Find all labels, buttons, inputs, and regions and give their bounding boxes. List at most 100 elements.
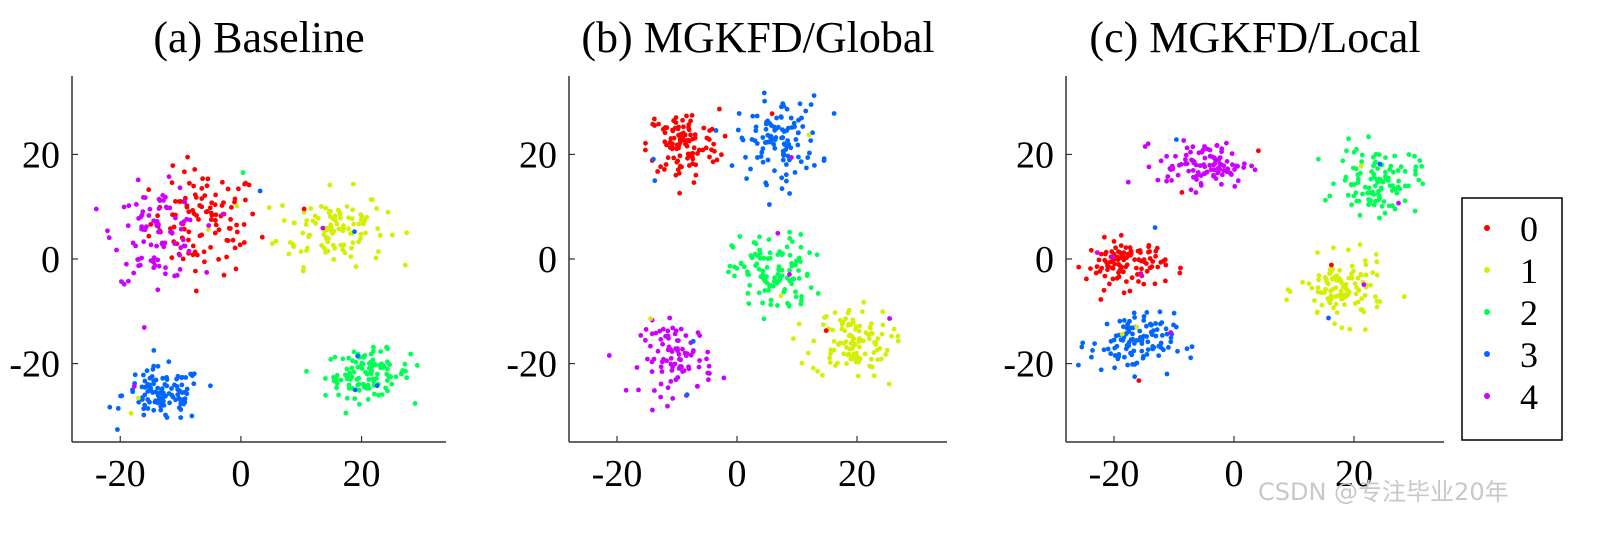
point-class-0: [209, 200, 215, 206]
point-class-4: [690, 349, 696, 355]
point-class-3: [1184, 346, 1190, 352]
point-class-0: [216, 227, 222, 233]
point-class-2: [1357, 212, 1363, 218]
point-class-4: [1197, 163, 1203, 169]
point-class-0: [1110, 259, 1116, 264]
point-class-0: [1163, 278, 1168, 284]
point-class-1: [350, 181, 356, 187]
point-class-4: [1173, 153, 1178, 159]
point-class-2: [1413, 168, 1418, 174]
point-class-0: [676, 145, 681, 151]
point-class-0: [236, 186, 241, 192]
point-class-0: [1329, 262, 1334, 268]
point-class-3: [1104, 321, 1110, 327]
point-class-3: [761, 90, 767, 96]
point-class-0: [717, 106, 722, 112]
point-class-0: [1110, 276, 1116, 282]
point-class-0: [643, 147, 648, 153]
point-class-0: [686, 127, 692, 133]
point-class-2: [765, 256, 771, 262]
legend-label-3: 3: [1520, 335, 1538, 375]
point-class-1: [828, 351, 833, 356]
point-class-3: [1141, 354, 1146, 359]
point-class-1: [830, 327, 835, 333]
point-class-4: [163, 194, 168, 200]
point-class-3: [1188, 355, 1194, 361]
y-tick-label: 20: [1016, 134, 1054, 176]
point-class-1: [1330, 266, 1335, 272]
point-class-4: [1361, 282, 1367, 288]
point-class-2: [764, 265, 770, 270]
point-class-4: [1210, 154, 1216, 160]
point-class-3: [729, 163, 735, 169]
point-class-2: [346, 385, 352, 391]
point-class-0: [1138, 250, 1143, 256]
point-class-1: [806, 132, 812, 138]
point-class-1: [376, 249, 381, 255]
point-class-1: [869, 321, 874, 327]
point-class-1: [839, 322, 845, 327]
point-class-0: [769, 111, 775, 117]
point-class-1: [1346, 275, 1352, 281]
point-class-4: [1094, 250, 1100, 256]
point-class-0: [1136, 279, 1141, 284]
point-class-0: [200, 176, 206, 182]
point-class-0: [301, 206, 307, 212]
point-class-3: [115, 406, 121, 411]
point-class-4: [1181, 138, 1187, 143]
point-class-2: [757, 255, 763, 261]
point-class-2: [1416, 177, 1422, 183]
point-class-2: [1377, 215, 1382, 221]
point-class-1: [820, 372, 825, 378]
point-class-1: [1306, 281, 1312, 286]
point-class-1: [353, 264, 359, 270]
point-class-4: [1207, 147, 1213, 153]
point-class-3: [1132, 315, 1137, 320]
point-class-4: [147, 206, 153, 212]
point-class-2: [349, 365, 355, 371]
point-class-2: [351, 349, 357, 355]
point-class-1: [318, 204, 324, 209]
point-class-4: [636, 387, 641, 393]
point-class-4: [160, 240, 166, 246]
point-class-0: [225, 186, 231, 192]
point-class-3: [1141, 314, 1147, 319]
point-class-4: [649, 331, 655, 337]
point-class-1: [889, 333, 894, 339]
point-class-4: [665, 347, 671, 353]
point-class-0: [199, 232, 205, 238]
point-class-2: [756, 290, 762, 296]
scatter-points: [93, 154, 420, 432]
point-class-2: [1379, 203, 1385, 209]
point-class-4: [1190, 168, 1196, 173]
point-class-1: [1349, 263, 1355, 269]
point-class-2: [364, 371, 370, 377]
point-class-1: [356, 221, 362, 227]
point-class-0: [186, 237, 191, 243]
point-class-1: [377, 233, 383, 238]
point-class-3: [784, 162, 789, 167]
point-class-0: [677, 137, 683, 142]
point-class-1: [1353, 301, 1358, 306]
point-class-3: [179, 375, 184, 381]
point-class-3: [1157, 309, 1163, 315]
point-class-3: [140, 395, 145, 400]
point-class-0: [1121, 250, 1127, 256]
point-class-2: [1371, 202, 1377, 208]
point-class-2: [749, 255, 755, 261]
point-class-4: [672, 331, 678, 337]
point-class-0: [670, 128, 676, 133]
point-class-4: [1194, 177, 1199, 182]
point-class-1: [1300, 279, 1305, 285]
point-class-3: [107, 404, 113, 410]
point-class-3: [164, 415, 170, 420]
point-class-1: [891, 326, 897, 332]
point-class-0: [658, 164, 663, 170]
point-class-3: [1144, 352, 1150, 357]
point-class-1: [869, 331, 875, 336]
point-class-3: [748, 166, 753, 172]
point-class-2: [356, 375, 362, 381]
point-class-4: [134, 202, 139, 207]
point-class-0: [173, 199, 178, 204]
